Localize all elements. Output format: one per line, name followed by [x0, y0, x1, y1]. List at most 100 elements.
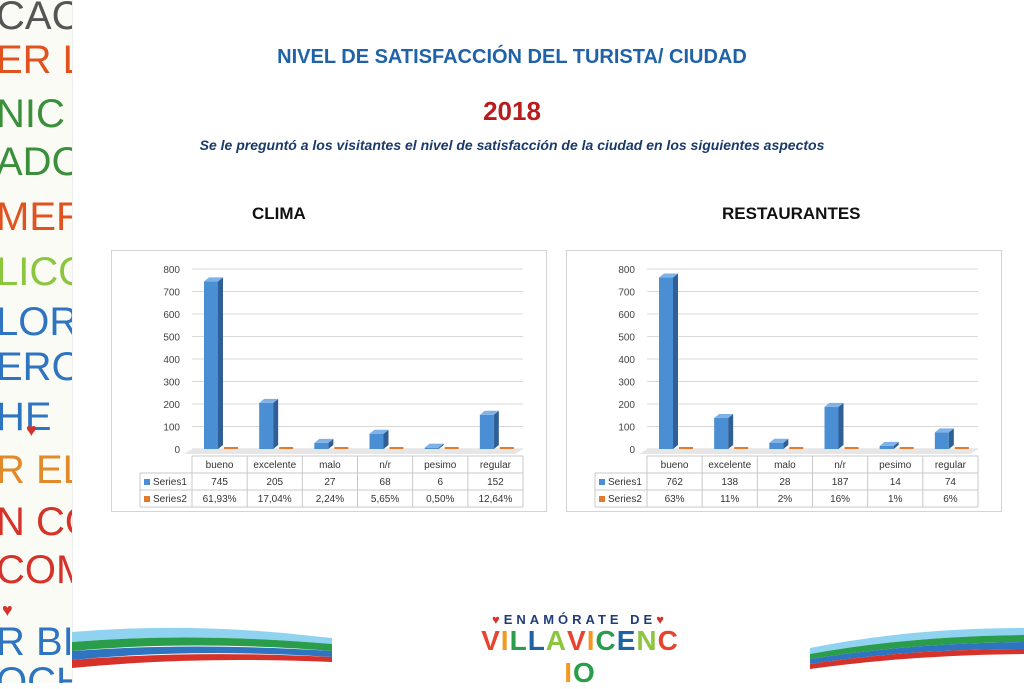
data-label-series1: 68	[380, 477, 392, 488]
page-title: NIVEL DE SATISFACCIÓN DEL TURISTA/ CIUDA…	[277, 46, 747, 68]
x-tick-label: bueno	[206, 460, 234, 471]
bar-series1	[769, 442, 784, 449]
bar-series1-top	[424, 443, 444, 448]
legend-series-name: Series1	[608, 477, 642, 488]
legend-swatch	[144, 479, 150, 485]
y-tick-label: 800	[163, 265, 180, 276]
logo-letter: I	[564, 657, 573, 688]
bar-series1	[369, 433, 384, 449]
bar-series1	[259, 402, 274, 449]
bar-series1-side	[948, 428, 954, 449]
bar-series2	[279, 447, 294, 449]
bar-series2	[334, 447, 349, 449]
y-tick-label: 300	[618, 378, 635, 389]
y-tick-label: 500	[618, 333, 635, 344]
bar-series1	[659, 277, 673, 449]
side-word: LICON	[0, 250, 72, 294]
legend-series-name: Series2	[608, 494, 642, 505]
bar-series2	[954, 447, 969, 449]
bar-series1-top	[259, 398, 279, 403]
y-tick-label: 0	[629, 445, 635, 456]
data-label-series2: 1%	[888, 494, 903, 505]
logo-letter: E	[616, 625, 637, 656]
legend-series-name: Series2	[153, 494, 187, 505]
decorative-waves-left	[72, 627, 332, 668]
chart-title-restaurantes: RESTAURANTES	[722, 204, 861, 223]
y-tick-label: 200	[618, 400, 635, 411]
bar-series2	[499, 447, 514, 449]
x-tick-label: pesimo	[879, 460, 912, 471]
bar-series1-side	[273, 398, 279, 449]
logo-letter: L	[509, 625, 528, 656]
legend-swatch	[599, 496, 605, 502]
logo-letter: V	[481, 625, 501, 656]
data-label-series1: 14	[890, 477, 902, 488]
x-tick-label: n/r	[379, 460, 391, 471]
bar-series1-top	[369, 429, 389, 434]
bar-series1	[479, 414, 494, 449]
bar-series1-top	[479, 410, 499, 415]
side-word: ADORE	[0, 140, 72, 184]
data-label-series1: 187	[832, 477, 849, 488]
bar-series2	[734, 447, 749, 449]
bar-series1-side	[783, 438, 789, 449]
logo-letter: I	[500, 625, 510, 656]
chart-title-clima: CLIMA	[252, 204, 306, 223]
bar-series2	[844, 447, 859, 449]
bar-series1	[424, 447, 439, 449]
heart-icon: ♥	[26, 420, 37, 440]
data-label-series1: 6	[437, 477, 443, 488]
data-label-series2: 0,50%	[426, 494, 454, 505]
heart-icon: ♥	[2, 600, 13, 620]
decorative-waves-right	[810, 628, 1024, 669]
legend-series-name: Series1	[153, 477, 187, 488]
chart-floor	[639, 449, 978, 454]
x-tick-label: malo	[319, 460, 341, 471]
side-word: N CON	[0, 500, 72, 544]
year-heading: 2018	[483, 96, 541, 126]
side-word: OCHE	[0, 660, 72, 683]
legend-swatch	[144, 496, 150, 502]
bar-series1-side	[438, 443, 444, 449]
bar-series1-top	[769, 438, 789, 443]
logo-heart-icon: ♥	[492, 612, 504, 627]
logo-main-text: VILLAVICENCIO	[480, 625, 680, 689]
data-label-series1: 205	[266, 477, 283, 488]
data-label-series1: 28	[779, 477, 791, 488]
data-label-series1: 152	[487, 477, 504, 488]
chart-floor	[184, 449, 523, 454]
y-tick-label: 400	[163, 355, 180, 366]
data-label-series2: 17,04%	[258, 494, 292, 505]
bar-series1-top	[879, 441, 899, 446]
logo-top-text: ♥ENAMÓRATE DE♥	[492, 612, 668, 627]
bar-series1-top	[659, 273, 678, 278]
side-word: COMER	[0, 548, 72, 592]
data-label-series2: 2%	[778, 494, 793, 505]
data-label-series1: 138	[721, 477, 738, 488]
bar-series1-side	[493, 410, 499, 449]
logo-letter: I	[586, 625, 596, 656]
bar-series1-side	[838, 402, 844, 449]
bar-series1-top	[824, 402, 844, 407]
x-tick-label: bueno	[661, 460, 689, 471]
logo-letter: A	[545, 625, 568, 656]
data-label-series2: 12,64%	[478, 494, 512, 505]
side-word: R BICIC	[0, 620, 73, 664]
y-tick-label: 700	[618, 288, 635, 299]
decorative-side-strip: CACHAER LLAN NICADORE MER EL F LICON LORERO H…	[0, 0, 73, 683]
bar-series1-side	[328, 438, 334, 449]
bar-series1	[879, 445, 894, 449]
data-label-series1: 27	[324, 477, 336, 488]
villavicencio-logo: ♥ENAMÓRATE DE♥ VILLAVICENCIO	[480, 612, 680, 689]
x-tick-label: excelente	[708, 460, 751, 471]
side-word: NIC	[0, 92, 65, 136]
data-label-series2: 6%	[943, 494, 958, 505]
data-label-series1: 745	[211, 477, 228, 488]
bar-series1-side	[728, 413, 734, 449]
bar-series1-side	[673, 273, 678, 449]
bar-series1-top	[714, 413, 734, 418]
data-label-series2: 16%	[830, 494, 850, 505]
page-subtitle: Se le preguntó a los visitantes el nivel…	[199, 137, 825, 153]
y-tick-label: 100	[163, 423, 180, 434]
side-word: CACHA	[0, 0, 72, 38]
